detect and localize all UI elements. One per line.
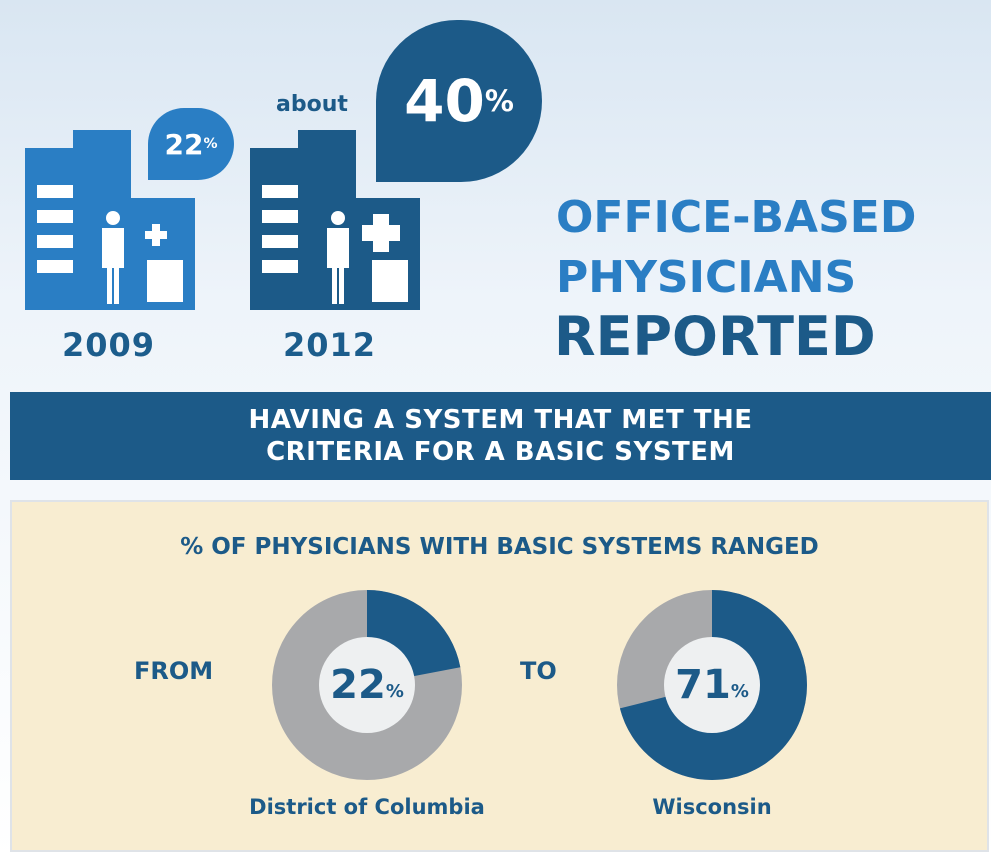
heading-line-3: REPORTED [554, 305, 876, 368]
medical-cross-icon [362, 214, 400, 252]
percent-bubble-2009: 22% [148, 108, 234, 180]
range-panel: % OF PHYSICIANS WITH BASIC SYSTEMS RANGE… [10, 500, 989, 852]
heading-line-2: PHYSICIANS [556, 252, 857, 303]
banner-line-2: CRITERIA FOR A BASIC SYSTEM [266, 437, 735, 467]
donut-low-center: 22% [319, 637, 415, 733]
percent-value-2012: 40 [404, 67, 485, 135]
range-title: % OF PHYSICIANS WITH BASIC SYSTEMS RANGE… [180, 534, 819, 560]
hospital-building-icon-2009 [25, 130, 195, 310]
criteria-banner: HAVING A SYSTEM THAT MET THE CRITERIA FO… [10, 392, 991, 480]
hospital-building-icon-2012 [250, 130, 420, 310]
physician-icon [102, 211, 124, 304]
year-2012: 2012 [283, 326, 377, 364]
donut-high-value-arc [617, 590, 807, 780]
donut-high-value: 71 [675, 662, 731, 708]
donut-low-percent-sign: % [385, 680, 404, 702]
donut-low-value-arc [272, 590, 462, 780]
year-2009: 2009 [62, 326, 156, 364]
percent-value-2009: 22 [164, 127, 204, 161]
donut-high-center: 71% [664, 637, 760, 733]
percent-sign-2012: % [484, 84, 514, 118]
donut-chart-low [272, 590, 462, 780]
to-label: TO [520, 657, 557, 685]
donut-chart-high [617, 590, 807, 780]
place-low: District of Columbia [249, 795, 485, 819]
heading-line-1: OFFICE-BASED [556, 192, 917, 243]
physician-icon [327, 211, 349, 304]
from-label: FROM [134, 657, 214, 685]
place-high: Wisconsin [652, 795, 772, 819]
medical-cross-icon [145, 224, 167, 246]
donut-high-percent-sign: % [730, 680, 749, 702]
percent-bubble-2012: 40% [376, 20, 542, 182]
donut-low-value: 22 [330, 662, 386, 708]
percent-sign-2009: % [203, 136, 218, 152]
banner-line-1: HAVING A SYSTEM THAT MET THE [248, 405, 753, 435]
about-label: about [276, 92, 348, 117]
